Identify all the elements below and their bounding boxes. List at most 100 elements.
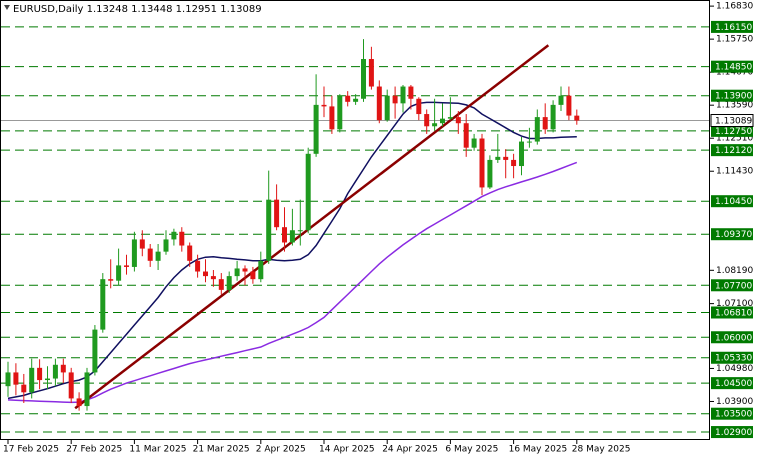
candle-body — [258, 260, 264, 280]
level-label-box — [711, 20, 753, 33]
candle-body — [424, 114, 430, 127]
y-tick-label: 1.11430 — [716, 167, 753, 177]
level-label: 1.06810 — [715, 308, 752, 318]
level-label: 1.10450 — [715, 197, 752, 207]
candle-body — [550, 104, 556, 130]
level-label: 1.04500 — [715, 379, 752, 389]
candle-body — [124, 265, 129, 267]
level-label-box — [711, 195, 753, 208]
candle-body — [234, 268, 240, 277]
candle-body — [92, 329, 98, 373]
level-label-box — [711, 331, 753, 344]
x-tick-label: 17 Feb 2025 — [3, 445, 59, 455]
candle-body — [321, 104, 327, 107]
level-label: 1.07700 — [715, 281, 752, 291]
candle-body — [163, 239, 169, 252]
candle-body — [37, 367, 43, 381]
candle-body — [574, 115, 580, 121]
candle-body — [297, 230, 303, 232]
y-tick-label: 1.14670 — [716, 68, 753, 78]
candle-body — [337, 95, 343, 130]
candle-body — [68, 372, 74, 399]
candle-body — [242, 268, 248, 272]
candle-body — [195, 260, 201, 272]
y-tick-label: 1.15750 — [716, 35, 753, 45]
x-tick-label: 28 May 2025 — [572, 445, 631, 455]
x-tick-label: 21 Mar 2025 — [193, 445, 250, 455]
plot-frame — [0, 0, 710, 440]
level-label-box — [711, 377, 753, 390]
candle-body — [108, 279, 114, 281]
candle-body — [226, 276, 232, 290]
candle-body — [100, 279, 106, 330]
candle-body — [542, 117, 548, 130]
candle-body — [305, 153, 311, 231]
y-tick-label: 1.07100 — [716, 299, 753, 309]
candle-body — [5, 372, 11, 387]
candle-body — [289, 230, 295, 243]
candle-body — [179, 231, 185, 246]
candle-body — [440, 118, 445, 124]
candle-body — [455, 117, 461, 124]
candle-body — [566, 95, 572, 116]
level-label: 1.06000 — [715, 333, 752, 343]
level-label: 1.03500 — [715, 410, 752, 420]
candle-body — [187, 245, 193, 261]
candle-body — [519, 141, 524, 167]
candle-body — [13, 372, 19, 385]
moving-average — [7, 161, 578, 404]
candle-body — [432, 123, 438, 127]
candle-body — [503, 156, 509, 160]
level-label-box — [711, 60, 753, 73]
level-label-box — [711, 351, 753, 364]
candle-body — [345, 95, 351, 102]
candle-body — [131, 239, 137, 267]
candle-body — [203, 271, 208, 277]
candle-body — [52, 364, 58, 379]
last-price-label: 1.13089 — [715, 117, 752, 127]
y-tick-label: 1.12510 — [716, 134, 753, 144]
level-label: 1.14850 — [715, 63, 752, 73]
x-tick-label: 2 Apr 2025 — [256, 445, 306, 455]
x-tick-label: 24 Apr 2025 — [382, 445, 438, 455]
trendline — [74, 44, 550, 410]
candle-body — [495, 156, 501, 160]
x-tick-label: 27 Feb 2025 — [66, 445, 122, 455]
level-label-box — [711, 306, 753, 319]
candle-body — [250, 271, 256, 280]
candle-body — [282, 227, 287, 243]
level-label-box — [711, 124, 753, 137]
candle-body — [479, 138, 485, 188]
y-tick-label: 1.13590 — [716, 101, 753, 111]
x-tick-label: 14 Apr 2025 — [319, 445, 375, 455]
candle-body — [329, 106, 335, 130]
level-label: 1.16150 — [715, 23, 752, 33]
level-label-box — [711, 279, 753, 292]
plot-area — [1, 26, 710, 433]
candle-body — [408, 86, 414, 99]
candle-body — [21, 384, 27, 393]
level-label: 1.02900 — [715, 428, 752, 438]
level-label: 1.12120 — [715, 146, 752, 156]
candle-body — [171, 231, 177, 240]
level-label: 1.13900 — [715, 92, 752, 102]
candle-body — [116, 265, 122, 281]
candle-body — [368, 59, 374, 87]
candle-body — [266, 199, 272, 261]
candle-body — [210, 276, 216, 280]
moving-average — [7, 101, 577, 400]
level-label-box — [711, 426, 753, 439]
level-label-box — [711, 228, 753, 241]
level-label-box — [711, 144, 753, 157]
x-tick-label: 11 Mar 2025 — [129, 445, 186, 455]
candle-body — [376, 86, 382, 121]
candle-body — [558, 95, 564, 105]
candle-body — [76, 398, 82, 407]
candle-body — [361, 59, 366, 99]
candle-body — [139, 239, 145, 249]
candle-body — [313, 104, 319, 154]
candle-body — [416, 98, 422, 115]
candle-body — [45, 378, 50, 381]
